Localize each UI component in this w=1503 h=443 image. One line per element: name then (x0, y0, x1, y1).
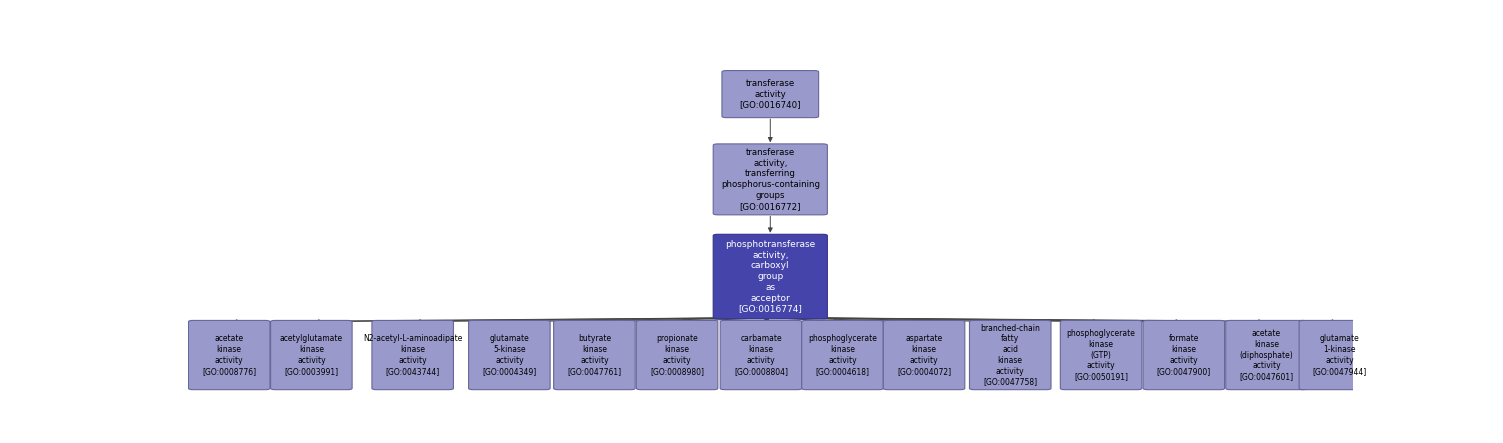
FancyBboxPatch shape (801, 320, 884, 390)
Text: N2-acetyl-L-aminoadipate
kinase
activity
[GO:0043744]: N2-acetyl-L-aminoadipate kinase activity… (364, 334, 463, 376)
Text: glutamate
1-kinase
activity
[GO:0047944]: glutamate 1-kinase activity [GO:0047944] (1312, 334, 1368, 376)
FancyBboxPatch shape (969, 320, 1051, 390)
Text: aspartate
kinase
activity
[GO:0004072]: aspartate kinase activity [GO:0004072] (897, 334, 951, 376)
Text: acetate
kinase
activity
[GO:0008776]: acetate kinase activity [GO:0008776] (203, 334, 257, 376)
Text: phosphoglycerate
kinase
activity
[GO:0004618]: phosphoglycerate kinase activity [GO:000… (809, 334, 876, 376)
Text: acetylglutamate
kinase
activity
[GO:0003991]: acetylglutamate kinase activity [GO:0003… (280, 334, 343, 376)
FancyBboxPatch shape (188, 320, 271, 390)
FancyBboxPatch shape (1144, 320, 1225, 390)
FancyBboxPatch shape (1299, 320, 1381, 390)
Text: butyrate
kinase
activity
[GO:0047761]: butyrate kinase activity [GO:0047761] (567, 334, 621, 376)
FancyBboxPatch shape (469, 320, 550, 390)
FancyBboxPatch shape (721, 70, 819, 118)
FancyBboxPatch shape (371, 320, 454, 390)
Text: transferase
activity
[GO:0016740]: transferase activity [GO:0016740] (739, 79, 801, 109)
FancyBboxPatch shape (636, 320, 718, 390)
Text: propionate
kinase
activity
[GO:0008980]: propionate kinase activity [GO:0008980] (651, 334, 703, 376)
Text: transferase
activity,
transferring
phosphorus-containing
groups
[GO:0016772]: transferase activity, transferring phosp… (721, 148, 819, 211)
FancyBboxPatch shape (714, 234, 827, 319)
Text: glutamate
5-kinase
activity
[GO:0004349]: glutamate 5-kinase activity [GO:0004349] (482, 334, 537, 376)
FancyBboxPatch shape (720, 320, 801, 390)
Text: phosphoglycerate
kinase
(GTP)
activity
[GO:0050191]: phosphoglycerate kinase (GTP) activity [… (1067, 329, 1136, 381)
FancyBboxPatch shape (1060, 320, 1142, 390)
FancyBboxPatch shape (714, 144, 827, 215)
Text: acetate
kinase
(diphosphate)
activity
[GO:0047601]: acetate kinase (diphosphate) activity [G… (1240, 329, 1294, 381)
FancyBboxPatch shape (1226, 320, 1308, 390)
FancyBboxPatch shape (553, 320, 636, 390)
Text: carbamate
kinase
activity
[GO:0008804]: carbamate kinase activity [GO:0008804] (733, 334, 788, 376)
FancyBboxPatch shape (884, 320, 965, 390)
Text: phosphotransferase
activity,
carboxyl
group
as
acceptor
[GO:0016774]: phosphotransferase activity, carboxyl gr… (724, 240, 816, 313)
Text: formate
kinase
activity
[GO:0047900]: formate kinase activity [GO:0047900] (1157, 334, 1211, 376)
FancyBboxPatch shape (271, 320, 352, 390)
Text: branched-chain
fatty
acid
kinase
activity
[GO:0047758]: branched-chain fatty acid kinase activit… (980, 324, 1040, 386)
